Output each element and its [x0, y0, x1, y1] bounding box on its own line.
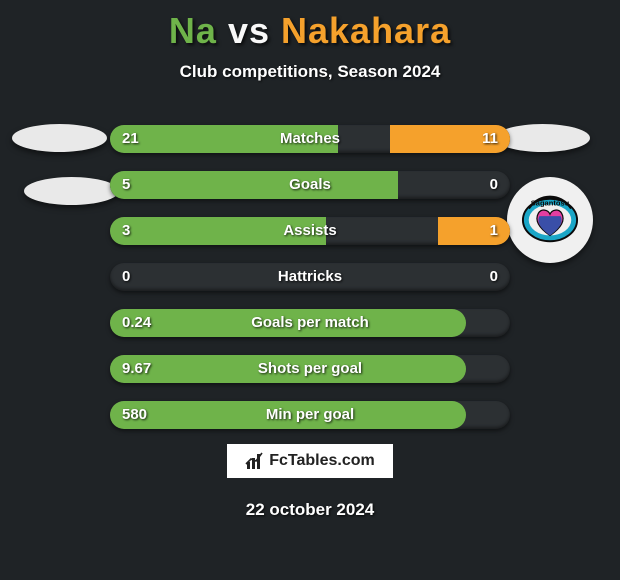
stat-label: Min per goal: [110, 401, 510, 429]
player2-club-badge: Sagantosu: [507, 177, 593, 263]
stat-row: 50Goals: [110, 171, 510, 199]
stat-label: Shots per goal: [110, 355, 510, 383]
stat-row: 00Hattricks: [110, 263, 510, 291]
stat-label: Matches: [110, 125, 510, 153]
player1-badge-placeholder-1: [12, 124, 107, 152]
stat-row: 31Assists: [110, 217, 510, 245]
stat-row: 0.24Goals per match: [110, 309, 510, 337]
sagan-tosu-logo-icon: Sagantosu: [521, 191, 579, 249]
vs-label: vs: [228, 10, 270, 51]
fctables-watermark: FcTables.com: [225, 442, 395, 480]
stat-row: 2111Matches: [110, 125, 510, 153]
date-label: 22 october 2024: [0, 500, 620, 520]
player1-badge-placeholder-2: [24, 177, 119, 205]
comparison-title: Na vs Nakahara: [0, 0, 620, 52]
subtitle: Club competitions, Season 2024: [0, 62, 620, 82]
bar-chart-icon: [245, 451, 265, 471]
player2-name: Nakahara: [281, 10, 451, 51]
stat-row: 580Min per goal: [110, 401, 510, 429]
fctables-label: FcTables.com: [269, 452, 375, 470]
stat-label: Goals: [110, 171, 510, 199]
stat-bars-container: 2111Matches 50Goals 31Assists 00Hattricks 0.…: [110, 125, 510, 447]
stat-row: 9.67Shots per goal: [110, 355, 510, 383]
stat-label: Assists: [110, 217, 510, 245]
stat-label: Hattricks: [110, 263, 510, 291]
player1-name: Na: [169, 10, 217, 51]
stat-label: Goals per match: [110, 309, 510, 337]
